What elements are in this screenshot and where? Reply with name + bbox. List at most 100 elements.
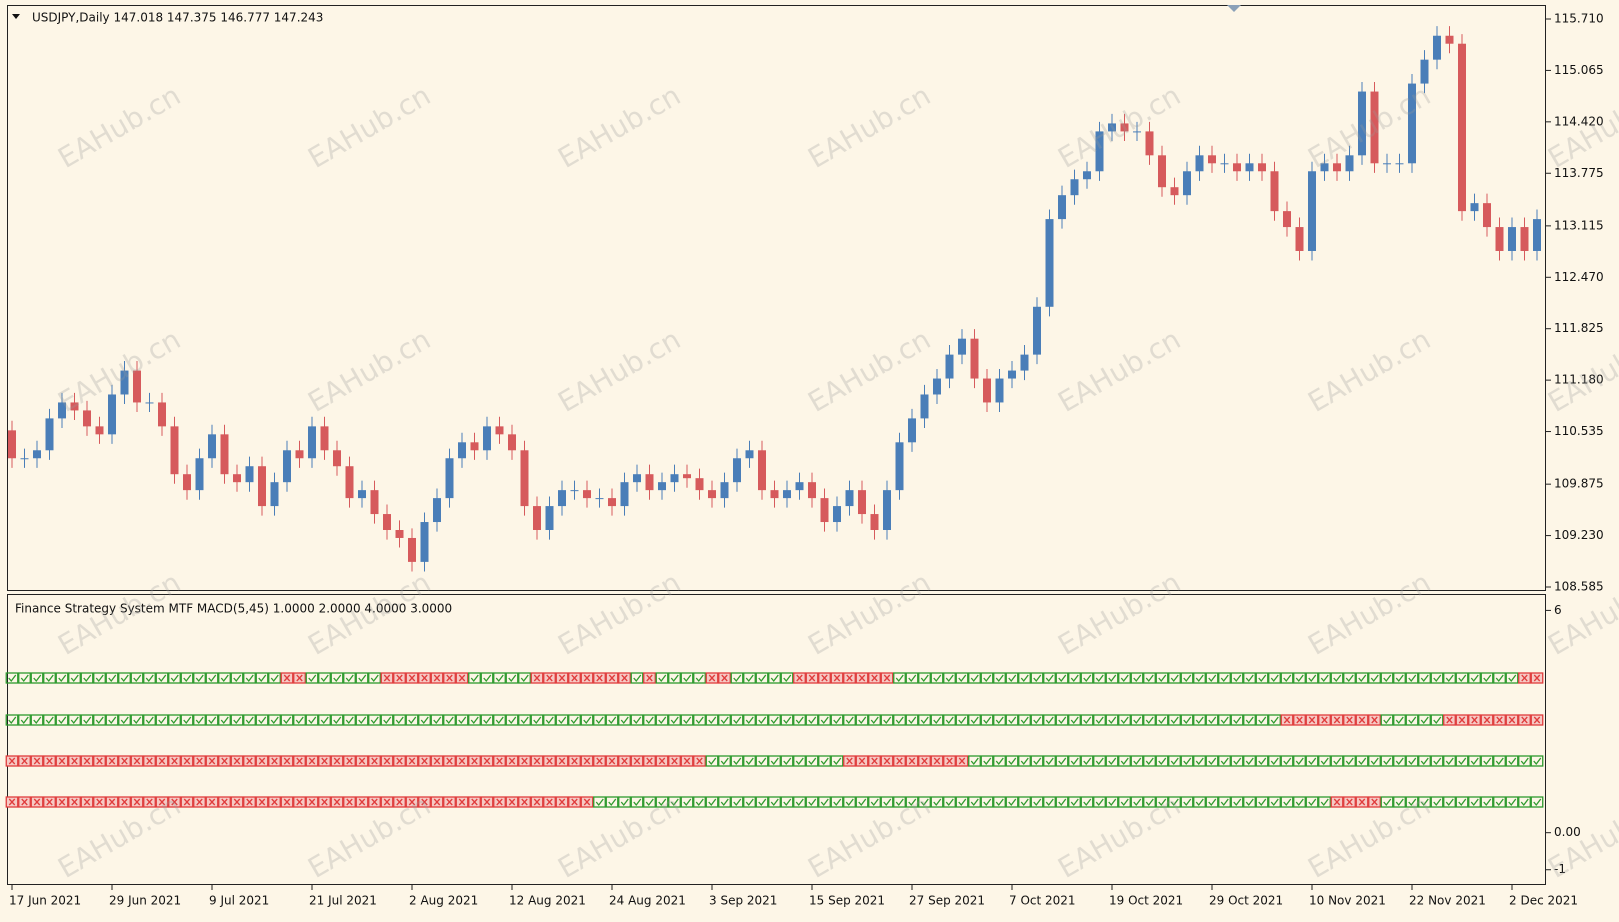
signal-check — [1430, 755, 1444, 767]
candle-body — [995, 378, 1004, 403]
cross-glyph — [408, 798, 416, 806]
cross-glyph — [408, 757, 416, 765]
candle-body — [370, 490, 379, 515]
check-glyph — [645, 798, 654, 807]
check-glyph — [8, 674, 17, 683]
check-glyph — [1520, 757, 1529, 766]
check-glyph — [1220, 757, 1229, 766]
signal-check — [1143, 755, 1156, 767]
signal-check — [493, 672, 506, 684]
signal-check — [480, 714, 494, 726]
check-glyph — [308, 716, 317, 725]
signal-check — [18, 672, 31, 684]
signal-check — [818, 714, 831, 726]
signal-check — [743, 796, 756, 808]
cross-glyph — [846, 674, 853, 682]
signal-check — [1130, 714, 1144, 726]
cross-glyph — [8, 798, 16, 806]
cross-glyph — [133, 798, 141, 806]
signal-check — [393, 714, 406, 726]
check-glyph — [1383, 798, 1392, 807]
signal-check — [1505, 755, 1519, 767]
signal-check — [1243, 714, 1256, 726]
signal-check — [43, 672, 56, 684]
candle-body — [1408, 83, 1416, 164]
signal-check — [1180, 672, 1194, 684]
signal-check — [730, 755, 744, 767]
check-glyph — [720, 757, 729, 766]
signal-check — [155, 672, 169, 684]
check-glyph — [108, 716, 117, 725]
check-glyph — [795, 798, 804, 807]
signal-check — [380, 714, 394, 726]
check-glyph — [1083, 674, 1092, 683]
cross-glyph — [633, 757, 641, 765]
cross-glyph — [346, 798, 353, 806]
check-glyph — [920, 674, 929, 683]
signal-check — [1180, 714, 1194, 726]
cross-glyph — [246, 757, 253, 765]
candle-body — [1120, 123, 1129, 132]
check-glyph — [983, 716, 992, 725]
check-glyph — [508, 674, 517, 683]
check-glyph — [970, 674, 979, 683]
signal-check — [830, 714, 844, 726]
check-glyph — [1158, 716, 1167, 725]
signal-check — [1443, 755, 1456, 767]
check-glyph — [1445, 674, 1454, 683]
cross-glyph — [208, 757, 216, 765]
candle-body — [220, 434, 229, 475]
cross-glyph — [271, 757, 278, 765]
cross-glyph — [646, 674, 653, 682]
signal-check — [1468, 796, 1481, 808]
check-glyph — [820, 716, 829, 725]
check-glyph — [1258, 674, 1267, 683]
signal-check — [1493, 672, 1506, 684]
cross-glyph — [808, 674, 816, 682]
check-glyph — [783, 674, 792, 683]
signal-check — [668, 714, 681, 726]
check-glyph — [658, 798, 667, 807]
signal-check — [1393, 714, 1406, 726]
check-glyph — [820, 798, 829, 807]
candle-body — [208, 434, 216, 459]
candle-body — [233, 474, 241, 483]
check-glyph — [1058, 798, 1067, 807]
signal-check — [1093, 672, 1106, 684]
cross-glyph — [571, 798, 578, 806]
check-glyph — [783, 757, 792, 766]
signal-check — [1030, 796, 1044, 808]
cross-glyph — [546, 798, 553, 806]
check-glyph — [95, 674, 104, 683]
candle-body — [620, 482, 629, 507]
check-glyph — [883, 716, 892, 725]
check-glyph — [1408, 716, 1417, 725]
cross-glyph — [108, 798, 116, 806]
candle-body — [520, 450, 529, 507]
check-glyph — [1133, 674, 1142, 683]
signal-check — [130, 672, 144, 684]
candle-body — [70, 402, 79, 411]
check-glyph — [370, 674, 379, 683]
check-glyph — [1133, 716, 1142, 725]
check-glyph — [1495, 674, 1504, 683]
signal-check — [343, 714, 356, 726]
candle-body — [1145, 131, 1154, 156]
check-glyph — [1270, 674, 1279, 683]
check-glyph — [1145, 674, 1154, 683]
check-glyph — [1233, 674, 1242, 683]
candle-body — [95, 426, 104, 435]
check-glyph — [1383, 757, 1392, 766]
signal-check — [543, 714, 556, 726]
signal-check — [705, 714, 719, 726]
signal-check — [755, 714, 769, 726]
check-glyph — [233, 674, 242, 683]
signal-check — [918, 672, 931, 684]
cross-glyph — [233, 798, 241, 806]
candle-body — [1233, 163, 1241, 172]
menu-arrow[interactable] — [12, 14, 20, 19]
signal-check — [768, 755, 781, 767]
check-glyph — [745, 798, 754, 807]
candle-body — [83, 410, 91, 427]
signal-check — [1068, 714, 1081, 726]
